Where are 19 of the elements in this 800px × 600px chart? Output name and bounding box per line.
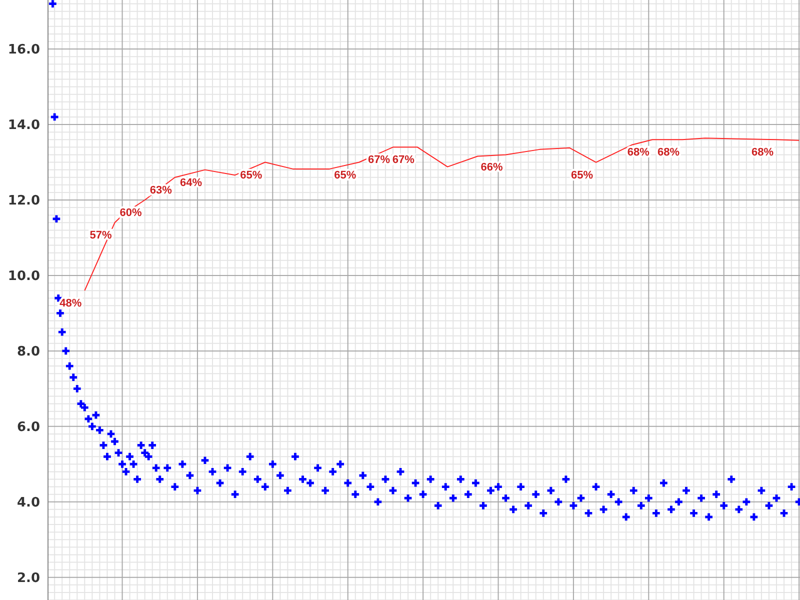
data-label: 67% (368, 154, 390, 166)
y-tick-label: 16.0 (8, 42, 40, 58)
data-label: 48% (60, 298, 82, 310)
data-label: 68% (657, 146, 680, 159)
y-tick-label: 8.0 (16, 344, 40, 360)
y-tick-label: 2.0 (16, 570, 40, 586)
y-tick-label: 12.0 (8, 194, 40, 209)
data-label: 64% (180, 176, 202, 189)
data-label: 65% (334, 169, 356, 182)
data-label: 65% (571, 169, 594, 182)
data-label: 65% (240, 169, 262, 182)
y-tick-label: 4.0 (16, 496, 40, 510)
data-label: 67% (392, 154, 415, 166)
data-label: 68% (751, 146, 774, 159)
data-label: 68% (627, 146, 650, 159)
y-tick-label: 14.0 (8, 118, 40, 134)
y-tick-label: 6.0 (16, 420, 40, 436)
y-tick-label: 10.0 (8, 269, 40, 284)
data-label: 66% (480, 162, 503, 174)
